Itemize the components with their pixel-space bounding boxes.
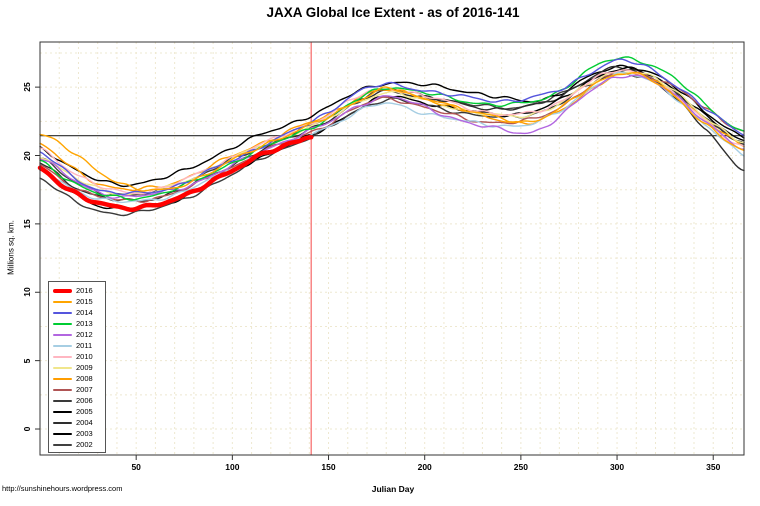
legend-swatch [53,344,72,347]
series-line-2003 [39,64,745,188]
legend-item-2010: 2010 [53,351,105,362]
source-url: http://sunshinehours.wordpress.com [2,484,123,493]
legend-label: 2007 [76,384,93,394]
legend-label: 2008 [76,373,93,383]
legend-item-2015: 2015 [53,296,105,307]
legend: 2016 2015 2014 2013 2012 2011 2010 2009 2008 2007… [48,281,106,453]
legend-label: 2011 [76,340,93,350]
x-tick-label: 350 [706,462,721,472]
x-tick-label: 100 [225,462,240,472]
x-tick-label: 50 [131,462,141,472]
y-tick-label: 0 [22,426,32,432]
legend-label: 2009 [76,362,93,372]
legend-swatch [53,333,72,336]
y-tick-label: 5 [22,358,32,363]
legend-label: 2003 [76,428,93,438]
legend-label: 2012 [76,329,93,339]
legend-item-2006: 2006 [53,395,105,406]
plot-border [39,41,745,456]
y-axis-title: Millions sq. km. [6,220,16,275]
series-line-2016 [37,134,314,213]
legend-swatch [53,300,72,303]
legend-item-2012: 2012 [53,329,105,340]
series-line-2014 [39,58,745,196]
legend-label: 2015 [76,296,93,306]
x-tick-label: 300 [609,462,625,472]
legend-swatch [53,355,72,358]
y-tick-label: 25 [22,82,32,92]
legend-label: 2014 [76,307,93,317]
legend-swatch [53,388,72,391]
legend-label: 2004 [76,417,93,427]
legend-item-2002: 2002 [53,439,105,450]
series-line-2015 [39,71,745,192]
legend-swatch [53,311,72,314]
legend-swatch [53,322,72,325]
legend-swatch [53,443,72,446]
legend-item-2007: 2007 [53,384,105,395]
legend-swatch [53,421,72,424]
y-tick-label: 20 [22,150,32,161]
legend-item-2003: 2003 [53,428,105,439]
legend-item-2016: 2016 [53,285,105,296]
legend-item-2013: 2013 [53,318,105,329]
series-line-2009 [39,71,745,196]
x-axis-title: Julian Day [371,484,415,494]
x-tick-label: 250 [513,462,528,472]
legend-label: 2013 [76,318,93,328]
legend-item-2008: 2008 [53,373,105,384]
legend-label: 2010 [76,351,93,361]
series-line-2013 [39,56,745,201]
legend-swatch [53,399,72,402]
legend-item-2009: 2009 [53,362,105,373]
y-tick-label: 15 [22,219,32,229]
legend-swatch [53,366,72,369]
legend-swatch [53,410,72,413]
legend-item-2004: 2004 [53,417,105,428]
legend-label: 2005 [76,406,93,416]
legend-swatch [53,288,72,293]
x-tick-label: 150 [321,462,336,472]
legend-label: 2006 [76,395,93,405]
legend-label: 2016 [76,285,93,295]
legend-item-2005: 2005 [53,406,105,417]
x-tick-label: 200 [417,462,432,472]
y-tick-label: 10 [22,287,32,297]
legend-swatch [53,377,72,380]
legend-item-2011: 2011 [53,340,105,351]
legend-label: 2002 [76,439,93,449]
legend-item-2014: 2014 [53,307,105,318]
series-line-2012 [39,74,745,199]
legend-swatch [53,432,72,435]
chart-title: JAXA Global Ice Extent - as of 2016-141 [266,5,520,20]
